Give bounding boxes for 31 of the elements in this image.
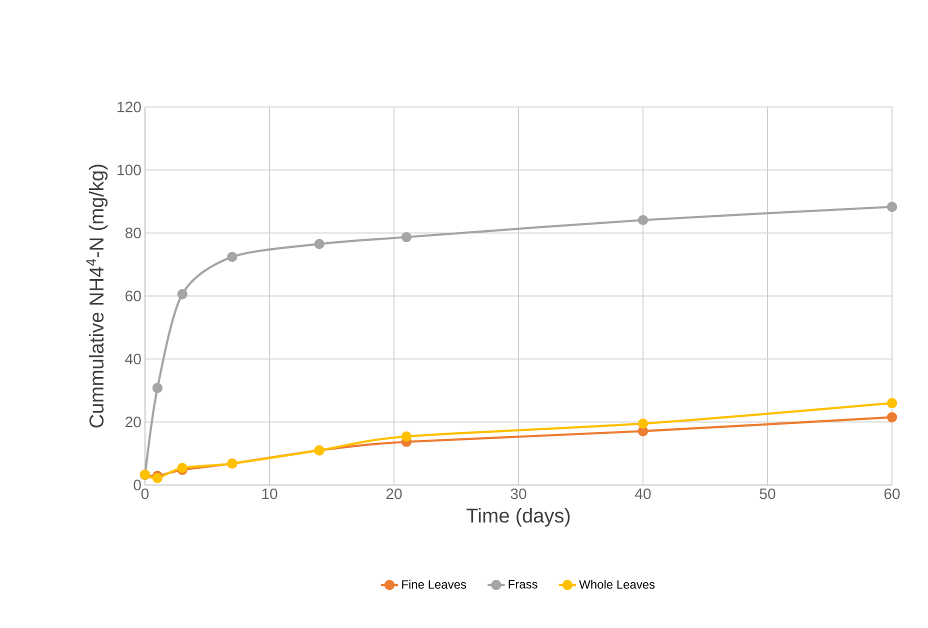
point — [401, 431, 412, 442]
y-tick-label: 60 — [126, 290, 141, 302]
x-axis-title: Time (days) — [466, 508, 570, 527]
x-tick-label: 0 — [141, 488, 149, 500]
point — [886, 398, 898, 408]
y-tick-label: 80 — [125, 228, 141, 238]
x-tick-label: 60 — [884, 488, 900, 500]
point — [638, 418, 648, 429]
y-tick-label: 20 — [126, 416, 141, 428]
point — [638, 214, 648, 226]
point — [177, 289, 188, 300]
point — [886, 412, 898, 422]
point — [401, 232, 412, 242]
x-tick-label: 10 — [262, 488, 278, 500]
x-tick-label: 30 — [510, 488, 526, 500]
point — [152, 382, 163, 394]
x-tick-label: 50 — [760, 488, 776, 500]
y-tick-label: 0 — [134, 480, 141, 490]
y-tick-label: 100 — [118, 164, 141, 176]
point — [227, 252, 238, 262]
point — [886, 202, 898, 212]
y-axis-title: Cummulative NH4$^{4}$-N (mg/kg) — [86, 164, 108, 428]
x-tick-label: 20 — [386, 488, 402, 500]
point — [152, 472, 163, 484]
point — [314, 238, 324, 250]
legend-label: Whole Leaves — [579, 580, 655, 589]
legend-label: Fine Leaves — [402, 580, 466, 589]
x-tick-label: 40 — [635, 488, 651, 500]
y-tick-label: 120 — [118, 102, 141, 112]
legend-label: Frass — [508, 580, 538, 588]
y-tick-label: 40 — [125, 354, 141, 364]
